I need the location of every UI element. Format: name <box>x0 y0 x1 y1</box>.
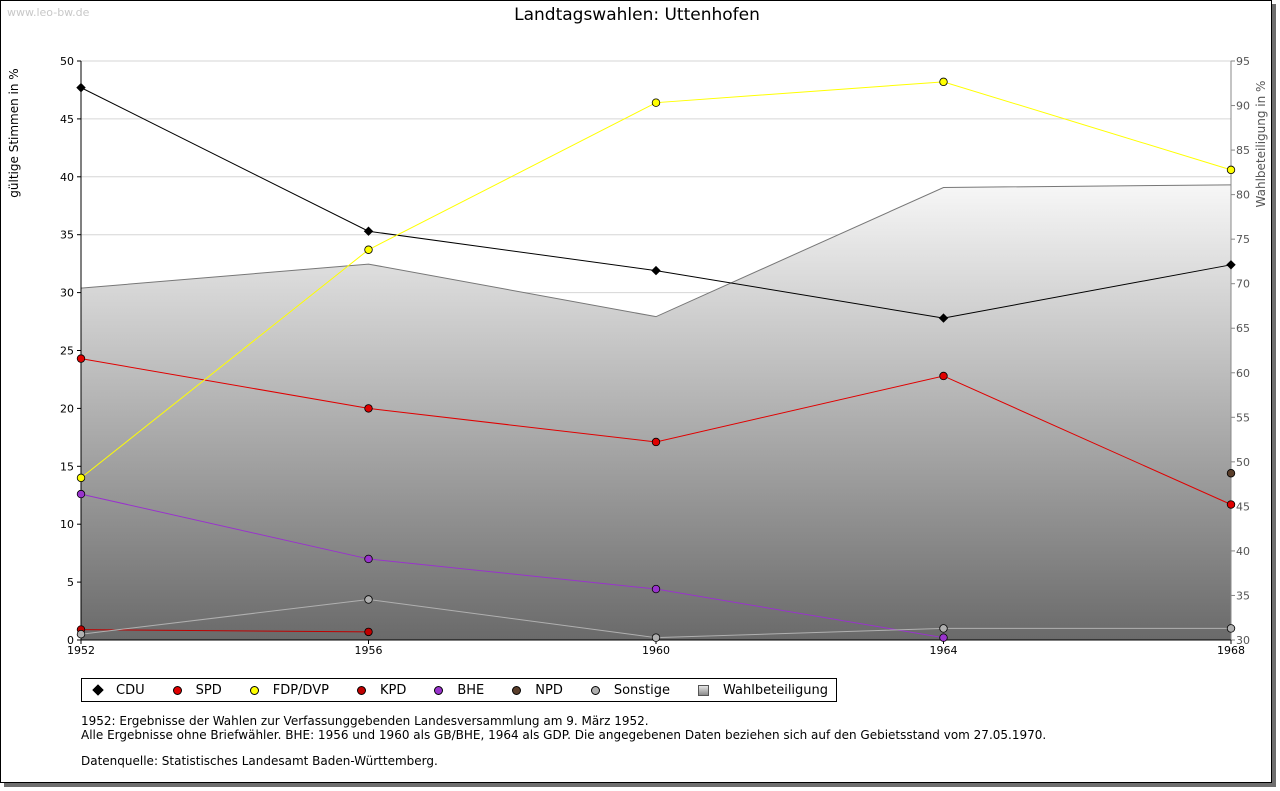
note-line-1: 1952: Ergebnisse der Wahlen zur Verfassu… <box>81 714 649 728</box>
y-right-tick-label: 60 <box>1236 367 1250 380</box>
series-line-kpd <box>80 629 369 633</box>
y-tick-label: 45 <box>60 113 74 126</box>
legend-item-fdp-dvp: FDP/DVP <box>244 683 329 698</box>
y-tick-label: 50 <box>60 55 74 68</box>
data-point-sonstige <box>651 633 661 642</box>
y-tick-label: 40 <box>60 171 74 184</box>
y-right-tick-label: 80 <box>1236 189 1250 202</box>
legend-label-wahlbeteiligung: Wahlbeteiligung <box>723 682 829 698</box>
data-point-bhe <box>364 554 373 564</box>
data-point-sonstige <box>364 595 373 604</box>
legend-item-spd: SPD <box>167 683 222 698</box>
legend-label-cdu: CDU <box>116 682 145 698</box>
legend-label-fdp-dvp: FDP/DVP <box>272 682 329 698</box>
x-tick-label: 1960 <box>642 644 670 657</box>
data-point-fdp-dvp <box>939 77 948 87</box>
y-right-tick-label: 70 <box>1236 278 1250 291</box>
x-tick-label: 1964 <box>930 644 958 657</box>
data-point-fdp-dvp <box>76 473 86 483</box>
legend-item-cdu: CDU <box>88 683 145 698</box>
legend-marker-spd <box>172 685 182 695</box>
y-right-tick-label: 50 <box>1236 456 1250 469</box>
data-point-cdu <box>76 82 86 93</box>
data-point-bhe <box>939 633 948 642</box>
data-point-kpd <box>364 627 373 637</box>
data-point-cdu <box>363 226 374 236</box>
legend-label-kpd: KPD <box>379 682 407 698</box>
y-axis-label-right: Wahlbeteiligung in % <box>1254 81 1268 208</box>
turnout-area <box>81 184 1231 640</box>
note-line-2: Alle Ergebnisse ohne Briefwähler. BHE: 1… <box>81 728 1047 742</box>
legend-label-sonstige: Sonstige <box>613 682 671 698</box>
y-right-tick-label: 35 <box>1236 589 1250 602</box>
y-right-tick-label: 65 <box>1236 322 1250 335</box>
series-line-bhe <box>80 493 944 639</box>
data-source: Datenquelle: Statistisches Landesamt Bad… <box>81 754 438 768</box>
data-point-sonstige <box>939 624 948 633</box>
y-tick-label: 0 <box>67 634 74 647</box>
x-tick-label: 1956 <box>355 644 383 657</box>
legend-marker-bhe <box>434 685 444 695</box>
data-point-cdu <box>651 265 661 276</box>
y-right-tick-label: 40 <box>1236 545 1250 558</box>
legend-item-bhe: BHE <box>428 683 484 698</box>
legend-label-npd: NPD <box>535 682 563 698</box>
y-right-tick-label: 75 <box>1236 233 1250 246</box>
legend-label-bhe: BHE <box>457 682 485 698</box>
data-point-cdu <box>938 313 949 323</box>
legend-item-npd: NPD <box>506 683 563 698</box>
y-axis-label-left: gültige Stimmen in % <box>7 68 21 197</box>
y-tick-label: 10 <box>60 518 74 531</box>
data-point-fdp-dvp <box>1226 165 1236 175</box>
data-point-cdu <box>1226 260 1236 270</box>
chart-notes: 1952: Ergebnisse der Wahlen zur Verfassu… <box>81 714 1046 768</box>
y-tick-label: 5 <box>67 576 74 589</box>
watermark: www.leo-bw.de <box>7 6 90 19</box>
y-right-tick-label: 85 <box>1236 144 1250 157</box>
legend-marker-fdp-dvp <box>249 685 259 695</box>
legend-item-wahlbeteiligung: Wahlbeteiligung <box>692 683 828 698</box>
legend-marker-npd <box>512 685 522 695</box>
data-point-spd <box>364 404 373 413</box>
data-point-bhe <box>651 584 661 594</box>
turnout-line <box>80 184 1232 318</box>
y-tick-label: 30 <box>60 287 74 300</box>
x-tick-label: 1968 <box>1217 644 1245 657</box>
data-point-spd <box>651 437 661 447</box>
y-right-tick-label: 45 <box>1236 500 1250 513</box>
legend-marker-sonstige <box>590 685 600 695</box>
data-point-sonstige <box>1226 624 1236 633</box>
y-tick-label: 20 <box>60 402 74 415</box>
legend-marker-kpd <box>356 685 366 695</box>
data-point-fdp-dvp <box>651 98 661 107</box>
y-right-tick-label: 55 <box>1236 411 1250 424</box>
y-tick-label: 25 <box>60 345 74 358</box>
data-point-spd <box>1226 500 1236 509</box>
y-tick-label: 35 <box>60 229 74 242</box>
chart-plot: 0 5 10 15 20 25 30 35 40 45 50 30 35 40 45 50 55 60 65 70 75… <box>7 55 1268 657</box>
y-right-tick-label: 90 <box>1236 100 1250 113</box>
data-point-sonstige <box>76 630 86 639</box>
legend-marker-cdu <box>92 684 104 696</box>
y-right-tick-label: 30 <box>1236 634 1250 647</box>
legend-label-spd: SPD <box>195 682 222 698</box>
legend-marker-wahlbeteiligung <box>698 684 710 696</box>
legend: CDU SPD FDP/DVP KPD BHE NPD Sonstige Wahlbeteil… <box>81 678 838 702</box>
legend-item-kpd: KPD <box>351 683 406 698</box>
x-tick-label: 1952 <box>67 644 95 657</box>
legend-item-sonstige: Sonstige <box>585 683 670 698</box>
y-tick-label: 15 <box>60 460 74 473</box>
y-right-tick-label: 95 <box>1236 55 1250 68</box>
data-point-npd <box>1226 469 1236 478</box>
data-point-spd <box>76 354 86 363</box>
data-point-bhe <box>76 489 86 499</box>
data-point-spd <box>939 371 948 381</box>
chart-title: Landtagswahlen: Uttenhofen <box>514 5 760 25</box>
data-point-fdp-dvp <box>364 245 373 254</box>
